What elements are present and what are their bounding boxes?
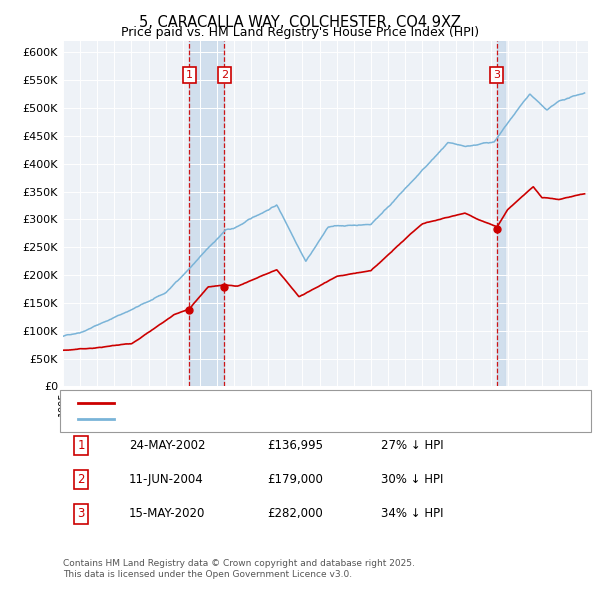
Text: 27% ↓ HPI: 27% ↓ HPI bbox=[381, 439, 443, 452]
Text: HPI: Average price, detached house, Colchester: HPI: Average price, detached house, Colc… bbox=[120, 414, 369, 424]
Text: 5, CARACALLA WAY, COLCHESTER, CO4 9XZ: 5, CARACALLA WAY, COLCHESTER, CO4 9XZ bbox=[139, 15, 461, 30]
Text: 15-MAY-2020: 15-MAY-2020 bbox=[129, 507, 205, 520]
Text: 1: 1 bbox=[186, 70, 193, 80]
Text: Contains HM Land Registry data © Crown copyright and database right 2025.: Contains HM Land Registry data © Crown c… bbox=[63, 559, 415, 568]
Text: 11-JUN-2004: 11-JUN-2004 bbox=[129, 473, 204, 486]
Text: 30% ↓ HPI: 30% ↓ HPI bbox=[381, 473, 443, 486]
Text: 2: 2 bbox=[77, 473, 85, 486]
Text: 3: 3 bbox=[493, 70, 500, 80]
Text: £282,000: £282,000 bbox=[267, 507, 323, 520]
Bar bbox=[497, 41, 505, 386]
Text: 24-MAY-2002: 24-MAY-2002 bbox=[129, 439, 205, 452]
Text: 34% ↓ HPI: 34% ↓ HPI bbox=[381, 507, 443, 520]
Text: Price paid vs. HM Land Registry's House Price Index (HPI): Price paid vs. HM Land Registry's House … bbox=[121, 26, 479, 39]
Bar bbox=[190, 41, 224, 386]
Text: 2: 2 bbox=[221, 70, 228, 80]
Text: £136,995: £136,995 bbox=[267, 439, 323, 452]
Text: 1: 1 bbox=[77, 439, 85, 452]
Text: This data is licensed under the Open Government Licence v3.0.: This data is licensed under the Open Gov… bbox=[63, 571, 352, 579]
Text: 5, CARACALLA WAY, COLCHESTER, CO4 9XZ (detached house): 5, CARACALLA WAY, COLCHESTER, CO4 9XZ (d… bbox=[120, 398, 445, 408]
Text: 3: 3 bbox=[77, 507, 85, 520]
Text: £179,000: £179,000 bbox=[267, 473, 323, 486]
